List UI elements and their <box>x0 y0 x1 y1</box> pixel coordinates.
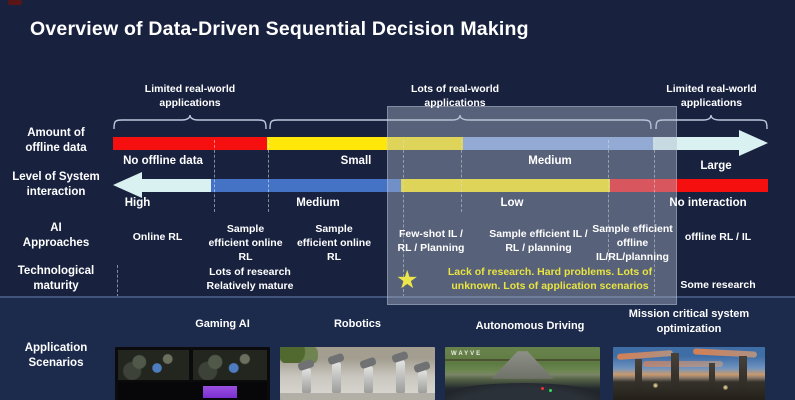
row-label-scenarios: Application Scenarios <box>24 342 88 370</box>
scenario-label-gaming: Gaming AI <box>195 318 250 330</box>
robot-arm <box>364 366 373 394</box>
autonomous-driving-thumbnail[interactable]: WAYVE <box>445 347 600 400</box>
car-dashboard <box>445 383 600 400</box>
arrow-right-icon <box>739 130 768 156</box>
sunset-cloud <box>692 348 758 358</box>
game-ui-strip <box>118 382 267 400</box>
game-minimap-panel <box>203 386 237 398</box>
scenario-label-mission: Mission critical system optimization <box>628 308 750 335</box>
game-screen-left <box>118 350 189 380</box>
offline-bar-segment-large <box>653 137 739 150</box>
sunset-cloud <box>643 361 723 367</box>
ai-approach-2: Sample efficient online RL <box>208 223 283 263</box>
chimney <box>671 353 679 389</box>
maturity-right-note: Some research <box>680 279 756 291</box>
road <box>491 351 554 379</box>
robot-arm <box>332 362 341 394</box>
offline-label-medium: Medium <box>528 155 572 167</box>
dash-indicator-dot <box>541 387 544 390</box>
interaction-bar-segment-low <box>401 179 610 192</box>
plant-light <box>653 383 658 388</box>
brace-label-left: Limited real-world applications <box>144 83 236 109</box>
lab-table <box>280 393 435 400</box>
offline-bar-segment-none <box>113 137 267 150</box>
brace-middle <box>269 115 652 130</box>
chimney <box>635 359 642 389</box>
chimney <box>709 363 715 389</box>
robot-arm <box>396 360 405 394</box>
robot-arm <box>302 368 311 394</box>
game-screen-right <box>193 350 267 380</box>
section-divider <box>0 296 795 298</box>
brace-left <box>113 115 267 130</box>
page-title: Overview of Data-Driven Sequential Decis… <box>30 18 529 40</box>
dashed-separator <box>608 140 609 262</box>
offline-label-large: Large <box>700 160 732 172</box>
ai-approach-7: offline RL / IL <box>684 231 752 243</box>
interaction-bar-segment-none <box>610 179 768 192</box>
sunset-cloud <box>616 350 674 360</box>
ai-approach-6: Sample efficient offline IL/RL/planning <box>592 223 673 263</box>
row-label-ai-approaches: AI Approaches <box>22 222 90 250</box>
interaction-label-medium: Medium <box>296 197 340 209</box>
robot-arm <box>418 370 427 394</box>
dashed-separator <box>403 140 404 297</box>
dashed-separator <box>268 140 269 212</box>
row-label-interaction: Level of System interaction <box>12 171 100 199</box>
robotics-thumbnail[interactable] <box>280 347 435 400</box>
interaction-bar-segment-medium <box>211 179 401 192</box>
focus-overlay <box>387 106 677 305</box>
industrial-plant-thumbnail[interactable] <box>613 347 765 400</box>
offline-bar-segment-medium <box>463 137 653 150</box>
interaction-label-high: High <box>124 197 151 209</box>
brace-right <box>655 115 768 130</box>
dashed-separator <box>654 140 655 297</box>
star-icon: ★ <box>396 266 419 294</box>
maturity-left-note: Lots of research Relatively mature <box>206 266 294 292</box>
maturity-middle-note: Lack of research. Hard problems. Lots of… <box>447 266 653 292</box>
brace-label-right: Limited real-world applications <box>666 83 757 109</box>
dashed-separator <box>117 265 118 297</box>
scenario-label-robotics: Robotics <box>333 318 382 330</box>
ai-approach-1: Online RL <box>132 231 183 243</box>
interaction-bar-segment-high <box>141 179 211 192</box>
offline-label-small: Small <box>340 155 372 167</box>
scenario-label-driving: Autonomous Driving <box>475 320 585 332</box>
row-label-offline-data: Amount of offline data <box>25 127 87 155</box>
recording-artifact <box>8 0 22 5</box>
dashed-separator <box>461 140 462 212</box>
interaction-label-low: Low <box>500 197 524 209</box>
wayve-watermark: WAYVE <box>451 351 483 357</box>
arrow-left-icon <box>113 172 142 198</box>
dashed-separator <box>214 140 215 212</box>
ai-approach-4: Few-shot IL / RL / Planning <box>397 228 465 254</box>
chimney <box>739 356 747 389</box>
offline-bar-segment-small <box>267 137 463 150</box>
interaction-label-none: No interaction <box>669 197 747 209</box>
ai-approach-3: Sample efficient online RL <box>296 223 372 263</box>
offline-label-none: No offline data <box>123 155 203 167</box>
gaming-ai-thumbnail[interactable] <box>115 347 270 400</box>
ai-approach-5: Sample efficient IL / RL / planning <box>489 228 588 254</box>
brace-label-middle: Lots of real-world applications <box>410 83 500 109</box>
dash-indicator-dot <box>549 389 552 392</box>
plant-light <box>723 385 728 390</box>
row-label-maturity: Technological maturity <box>17 265 95 293</box>
